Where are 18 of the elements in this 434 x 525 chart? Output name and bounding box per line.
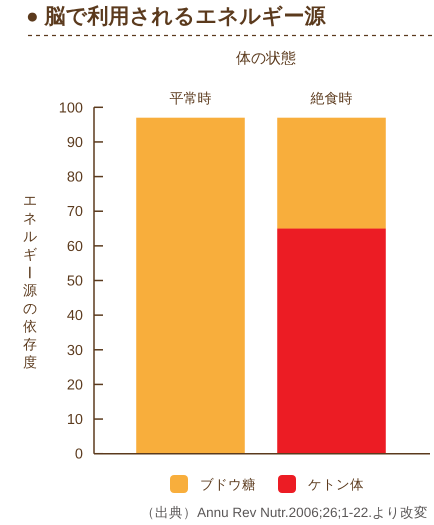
- ytick: 60: [66, 238, 83, 255]
- ytick: 50: [66, 274, 83, 290]
- ytick: 0: [74, 446, 83, 463]
- ytick: 70: [66, 204, 83, 220]
- annotation: （出典）Annu Rev Nutr.2006;26;1-22.より改変: [141, 505, 428, 520]
- title: ● 脳で利用されるエネルギー源: [26, 5, 326, 28]
- ytick: 90: [66, 134, 83, 151]
- ytick: 10: [66, 412, 83, 428]
- ylabel: エネルギー源の依存度: [22, 192, 38, 370]
- ytick: 100: [58, 100, 83, 116]
- ytick: 80: [66, 170, 83, 186]
- ytick: 40: [66, 308, 83, 324]
- legend-label: ブドウ糖: [200, 477, 256, 492]
- xlabel: 体の状態: [236, 50, 296, 67]
- legend: ブドウ糖 ケトン体: [170, 475, 364, 493]
- ytick: 30: [66, 342, 83, 359]
- ytick: 20: [66, 377, 83, 394]
- legend-label: ケトン体: [308, 477, 364, 492]
